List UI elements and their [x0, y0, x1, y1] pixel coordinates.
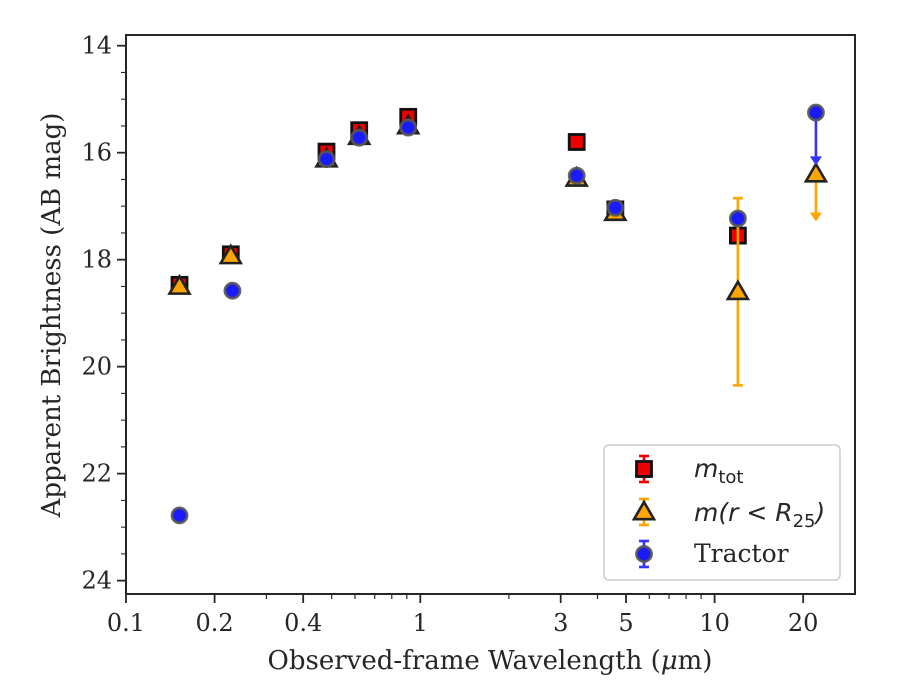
- legend-marker-mtot: [635, 460, 653, 478]
- upper-limit-arrowhead: [809, 212, 822, 222]
- legend-label-mtot: mtot: [694, 454, 744, 488]
- marker-tractor: [170, 506, 189, 525]
- marker-mtot: [567, 133, 586, 151]
- legend-markers: [631, 454, 657, 569]
- x-tick-label: 1: [413, 609, 428, 637]
- y-tick-label: 22: [81, 460, 112, 488]
- legend-marker-mr25: [631, 499, 657, 521]
- plot-frame: [125, 34, 856, 595]
- y-tick-label: 18: [81, 246, 112, 274]
- marker-mr25: [803, 161, 829, 183]
- legend: mtot m(r < R25) Tractor: [603, 444, 841, 581]
- x-axis-label: Observed-frame Wavelength (μm): [268, 646, 713, 676]
- marker-tractor: [399, 118, 418, 137]
- marker-mr25: [725, 279, 751, 301]
- legend-label-tractor: Tractor: [694, 539, 789, 568]
- marker-tractor: [567, 166, 586, 185]
- marker-tractor: [317, 150, 336, 169]
- legend-box: [603, 444, 841, 581]
- y-tick-label: 16: [81, 139, 112, 167]
- marker-tractor: [223, 281, 242, 300]
- y-axis-label: Apparent Brightness (AB mag): [37, 113, 67, 519]
- x-tick-label: 5: [618, 609, 633, 637]
- marker-tractor: [728, 209, 747, 228]
- x-tick-label: 20: [788, 609, 819, 637]
- ticks-layer: 0.1 0.2 0.4 1 3 5 10 20 14 16 18 20 22 24: [81, 32, 818, 637]
- marker-tractor: [350, 128, 369, 147]
- marker-tractor: [606, 198, 625, 217]
- upper-limit-arrowhead: [809, 156, 822, 166]
- x-tick-label: 0.1: [107, 609, 145, 637]
- x-tick-label: 0.2: [196, 609, 234, 637]
- y-tick-label: 14: [81, 32, 112, 60]
- marker-tractor: [807, 103, 825, 122]
- x-tick-label: 0.4: [284, 609, 322, 637]
- legend-label-mr25: m(r < R25): [694, 498, 825, 532]
- y-tick-label: 20: [81, 353, 112, 381]
- y-tick-label: 24: [81, 567, 112, 595]
- marker-mr25: [167, 273, 192, 295]
- marker-mr25: [218, 243, 244, 265]
- data-layer: [167, 103, 829, 525]
- series-tractor: [170, 103, 825, 525]
- x-tick-label: 10: [699, 609, 730, 637]
- legend-marker-tractor: [635, 545, 653, 563]
- x-tick-label: 3: [553, 609, 568, 637]
